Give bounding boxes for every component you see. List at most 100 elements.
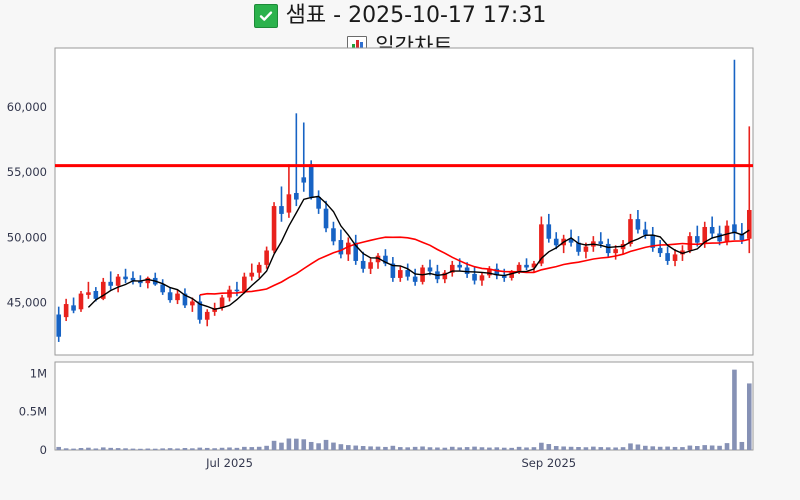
candle-body[interactable]	[100, 281, 106, 299]
volume-bar[interactable]	[553, 446, 559, 450]
volume-bar[interactable]	[524, 447, 529, 450]
volume-bar[interactable]	[746, 383, 752, 450]
volume-bar[interactable]	[598, 447, 604, 450]
candle-body[interactable]	[717, 233, 722, 242]
volume-bar[interactable]	[86, 447, 91, 450]
volume-bar[interactable]	[546, 444, 552, 450]
volume-bar[interactable]	[271, 440, 277, 450]
candle-body[interactable]	[115, 276, 121, 286]
candle-body[interactable]	[650, 234, 656, 248]
candle-body[interactable]	[487, 268, 492, 276]
candle-body[interactable]	[86, 292, 91, 295]
volume-bar[interactable]	[115, 448, 121, 450]
volume-bar[interactable]	[145, 448, 151, 450]
volume-bar[interactable]	[234, 447, 240, 450]
candle-body[interactable]	[182, 293, 188, 306]
volume-bar[interactable]	[308, 441, 314, 450]
volume-bar[interactable]	[190, 448, 195, 450]
candle-body[interactable]	[405, 270, 411, 277]
candle-body[interactable]	[479, 275, 485, 281]
candle-body[interactable]	[449, 264, 455, 273]
candle-body[interactable]	[412, 276, 418, 282]
volume-bar[interactable]	[709, 445, 715, 450]
candle-body[interactable]	[160, 284, 165, 293]
candle-body[interactable]	[353, 242, 359, 261]
volume-bar[interactable]	[212, 448, 217, 450]
candle-body[interactable]	[360, 260, 366, 269]
volume-bar[interactable]	[301, 439, 307, 450]
volume-bar[interactable]	[383, 446, 388, 450]
candle-body[interactable]	[672, 254, 678, 261]
volume-bar[interactable]	[657, 446, 663, 450]
candle-body[interactable]	[175, 293, 180, 301]
volume-bar[interactable]	[56, 446, 62, 450]
volume-bar[interactable]	[323, 439, 329, 450]
candle-body[interactable]	[494, 268, 500, 276]
volume-bar[interactable]	[479, 447, 485, 450]
candle-body[interactable]	[709, 226, 715, 234]
candle-body[interactable]	[568, 238, 574, 243]
candle-body[interactable]	[145, 277, 151, 284]
volume-bar[interactable]	[732, 369, 737, 450]
candle-body[interactable]	[643, 229, 648, 235]
candle-body[interactable]	[746, 209, 752, 239]
volume-bar[interactable]	[457, 447, 462, 450]
candle-body[interactable]	[427, 267, 433, 272]
volume-bar[interactable]	[561, 446, 566, 450]
volume-bar[interactable]	[316, 443, 321, 450]
volume-bar[interactable]	[346, 445, 351, 450]
volume-bar[interactable]	[138, 448, 143, 450]
volume-bar[interactable]	[123, 448, 128, 450]
candle-body[interactable]	[390, 263, 396, 278]
volume-bar[interactable]	[613, 447, 618, 450]
candle-body[interactable]	[204, 311, 210, 320]
volume-bar[interactable]	[643, 445, 648, 450]
volume-bar[interactable]	[338, 444, 344, 450]
volume-bar[interactable]	[620, 447, 626, 450]
candle-body[interactable]	[63, 304, 69, 318]
volume-bar[interactable]	[487, 447, 492, 450]
volume-bar[interactable]	[591, 446, 596, 450]
volume-bar[interactable]	[182, 448, 188, 450]
candle-body[interactable]	[628, 219, 633, 244]
volume-bar[interactable]	[702, 445, 708, 450]
volume-bar[interactable]	[501, 447, 507, 450]
volume-bar[interactable]	[568, 446, 574, 450]
volume-bar[interactable]	[286, 438, 292, 450]
volume-bar[interactable]	[256, 446, 262, 450]
volume-bar[interactable]	[331, 442, 336, 450]
candle-body[interactable]	[501, 275, 507, 278]
candle-body[interactable]	[256, 264, 262, 273]
candle-body[interactable]	[167, 292, 173, 301]
volume-bar[interactable]	[531, 447, 537, 450]
volume-bar[interactable]	[353, 445, 359, 450]
volume-bar[interactable]	[672, 446, 678, 450]
candle-body[interactable]	[605, 243, 611, 254]
candle-body[interactable]	[613, 249, 618, 254]
volume-bar[interactable]	[583, 447, 589, 450]
volume-bar[interactable]	[420, 446, 425, 450]
candle-body[interactable]	[331, 228, 336, 242]
volume-bar[interactable]	[509, 447, 514, 450]
candle-body[interactable]	[323, 208, 329, 229]
volume-bar[interactable]	[197, 447, 203, 450]
volume-bar[interactable]	[175, 448, 180, 450]
candle-body[interactable]	[702, 226, 708, 243]
candle-body[interactable]	[598, 241, 604, 244]
volume-bar[interactable]	[130, 448, 136, 450]
volume-bar[interactable]	[516, 446, 522, 450]
candle-body[interactable]	[316, 196, 321, 209]
candle-body[interactable]	[739, 233, 745, 241]
candle-body[interactable]	[264, 250, 269, 265]
volume-bar[interactable]	[628, 443, 633, 450]
candle-body[interactable]	[271, 206, 277, 251]
volume-bar[interactable]	[442, 447, 448, 450]
volume-bar[interactable]	[650, 446, 656, 450]
volume-bar[interactable]	[375, 446, 381, 450]
volume-bar[interactable]	[249, 447, 255, 450]
volume-bar[interactable]	[93, 448, 99, 450]
volume-bar[interactable]	[739, 441, 745, 450]
volume-bar[interactable]	[494, 447, 500, 450]
volume-bar[interactable]	[687, 445, 693, 450]
candle-body[interactable]	[539, 224, 544, 264]
